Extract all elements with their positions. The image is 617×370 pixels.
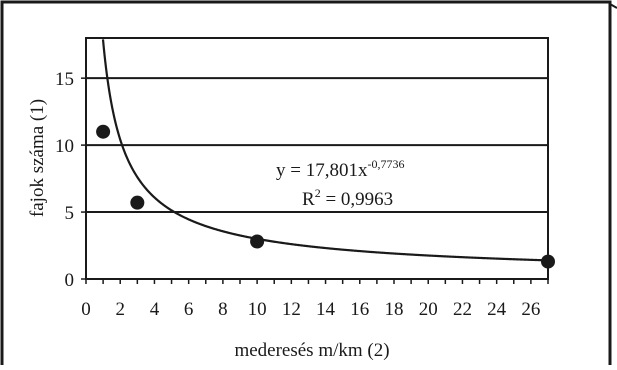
equation-main: y = 17,801x [276,160,368,181]
data-point [96,124,111,139]
r2-main: R [302,189,315,210]
y-tick-label: 5 [65,203,75,224]
x-tick-label: 14 [316,299,336,320]
data-points [96,124,555,269]
x-tick-label: 20 [419,299,438,320]
axes [81,38,549,284]
equation-exponent: -0,7736 [367,157,404,171]
data-point [250,234,265,249]
r-squared: R2 = 0,9963 [302,186,393,210]
y-tick-label: 10 [55,136,74,157]
outer-frame [0,0,612,365]
x-tick-label: 6 [184,299,194,320]
gridlines [86,77,548,214]
r2-value: = 0,9963 [321,189,393,210]
x-tick-label: 4 [150,299,160,320]
r2-exponent: 2 [315,186,321,200]
x-tick-labels: 0 2 4 6 8 10 12 14 16 18 20 22 24 26 [81,299,540,320]
x-tick-label: 22 [453,299,472,320]
x-axis-title: mederesés m/km (2) [234,340,389,361]
x-tick-label: 16 [350,299,369,320]
x-tick-label: 12 [282,299,301,320]
trendline-curve [101,39,549,262]
data-point [130,195,145,210]
x-tick-label: 8 [218,299,228,320]
x-tick-label: 18 [385,299,404,320]
y-tick-label: 0 [65,270,75,291]
y-tick-labels: 0 5 10 15 [55,69,74,291]
y-axis-title: fajok száma (1) [27,99,48,217]
plot-area [85,37,549,280]
trendline [101,39,549,262]
x-tick-label: 2 [115,299,125,320]
trendline-equation: y = 17,801x-0,7736 [276,157,404,181]
data-point [541,254,555,269]
outer-frame-top-extension [609,3,617,9]
x-tick-label: 26 [521,299,540,320]
y-tick-label: 15 [55,69,74,90]
x-tick-label: 0 [81,299,91,320]
x-tick-label: 24 [487,299,507,320]
x-tick-label: 10 [248,299,267,320]
